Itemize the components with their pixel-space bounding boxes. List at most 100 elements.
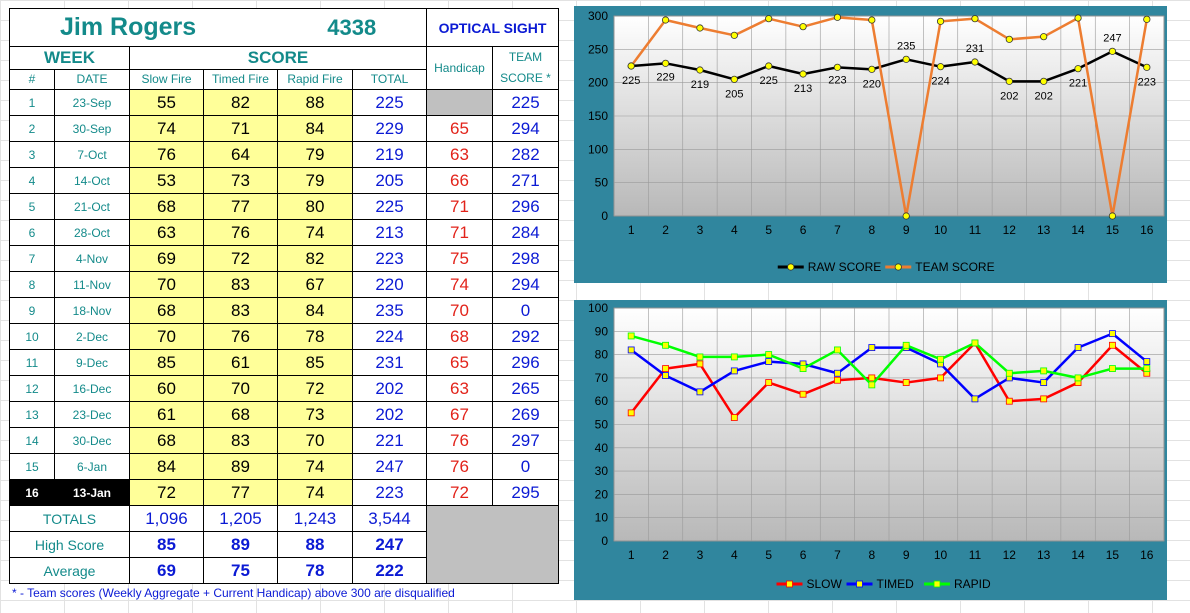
data-label: 231 xyxy=(966,43,984,55)
y-tick-label: 40 xyxy=(595,441,609,455)
rapid-fire-score: 78 xyxy=(277,323,353,350)
average-row-label: Average xyxy=(9,557,130,584)
y-tick-label: 50 xyxy=(595,418,609,432)
x-tick-label: 4 xyxy=(731,548,738,562)
x-tick-label: 1 xyxy=(628,223,635,237)
data-point xyxy=(661,59,670,67)
handicap-value xyxy=(426,89,493,116)
week-date: 4-Nov xyxy=(54,245,130,272)
x-tick-label: 12 xyxy=(1003,548,1017,562)
team-score: 284 xyxy=(492,219,559,246)
data-label: 229 xyxy=(656,71,674,83)
timed-fire-score: 71 xyxy=(203,115,278,142)
total-score: 221 xyxy=(352,427,427,454)
rapid-fire-score: 67 xyxy=(277,271,353,298)
x-tick-label: 3 xyxy=(697,223,704,237)
x-tick-label: 13 xyxy=(1037,548,1051,562)
x-tick-label: 8 xyxy=(868,223,875,237)
totals-row-slow: 1,096 xyxy=(129,505,204,532)
x-tick-label: 15 xyxy=(1106,223,1120,237)
high-score-row-timed: 89 xyxy=(203,531,278,558)
data-point xyxy=(868,65,876,73)
average-row: Average 69 75 78 222 xyxy=(9,557,559,584)
week-date: 6-Jan xyxy=(54,453,130,480)
y-tick-label: 200 xyxy=(588,76,608,90)
series-line-slow xyxy=(630,341,1148,419)
team-score: 296 xyxy=(492,349,559,376)
slow-fire-header: Slow Fire xyxy=(129,68,204,91)
handicap-value: 63 xyxy=(426,141,493,168)
x-tick-label: 7 xyxy=(834,548,841,562)
data-point xyxy=(1143,15,1151,23)
data-point xyxy=(971,395,979,403)
table-row: 2 30-Sep 74 71 84 229 65 294 xyxy=(9,115,559,142)
data-point xyxy=(696,360,704,368)
totals-row-label: TOTALS xyxy=(9,505,130,532)
data-label: 235 xyxy=(897,40,915,52)
data-label: 202 xyxy=(1035,90,1053,102)
team-score: 282 xyxy=(492,141,559,168)
y-tick-label: 100 xyxy=(588,142,608,156)
data-point xyxy=(661,16,670,24)
data-point xyxy=(1109,330,1116,338)
data-point xyxy=(1040,33,1048,41)
total-score: 229 xyxy=(352,115,427,142)
legend-label: RAPID xyxy=(954,577,991,591)
team-score: 225 xyxy=(492,89,559,116)
team-score: 265 xyxy=(492,375,559,402)
handicap-header: Handicap xyxy=(426,46,493,90)
team-score: 298 xyxy=(492,245,559,272)
week-date: 21-Oct xyxy=(54,193,130,220)
high-score-row-rapid: 88 xyxy=(277,531,353,558)
data-point xyxy=(627,409,635,417)
data-point xyxy=(799,23,807,31)
data-point xyxy=(1074,374,1082,382)
sight-type: OPTICAL SIGHT xyxy=(426,8,559,47)
week-date: 23-Dec xyxy=(54,401,130,428)
week-number: 9 xyxy=(9,297,55,324)
data-point xyxy=(868,344,876,352)
data-point xyxy=(799,365,807,372)
legend-marker xyxy=(933,580,941,588)
slow-fire-score: 68 xyxy=(129,297,204,324)
y-tick-label: 250 xyxy=(588,42,608,56)
data-point xyxy=(765,62,773,70)
data-point xyxy=(868,16,876,24)
handicap-value: 66 xyxy=(426,167,493,194)
team-score-header: TEAM SCORE * xyxy=(492,46,559,90)
average-row-rapid: 78 xyxy=(277,557,353,584)
x-tick-label: 12 xyxy=(1003,223,1017,237)
week-number: 11 xyxy=(9,349,55,376)
table-row: 13 23-Dec 61 68 73 202 67 269 xyxy=(9,401,559,428)
legend-label: TEAM SCORE xyxy=(915,260,994,274)
total-score: 202 xyxy=(352,401,427,428)
data-point xyxy=(868,374,876,382)
average-row-slow: 69 xyxy=(129,557,204,584)
timed-fire-score: 61 xyxy=(203,349,278,376)
team-score: 295 xyxy=(492,479,559,506)
table-row: 3 7-Oct 76 64 79 219 63 282 xyxy=(9,141,559,168)
data-point xyxy=(937,374,944,382)
timed-fire-score: 76 xyxy=(203,219,278,246)
timed-fire-score: 68 xyxy=(203,401,278,428)
rapid-fire-score: 74 xyxy=(277,219,353,246)
slow-fire-score: 74 xyxy=(129,115,204,142)
week-date: 7-Oct xyxy=(54,141,130,168)
totals-row-total: 3,544 xyxy=(352,505,427,532)
high-score-row: High Score 85 89 88 247 xyxy=(9,531,559,558)
week-date: 11-Nov xyxy=(54,271,130,298)
data-point xyxy=(662,365,669,372)
timed-fire-score: 76 xyxy=(203,323,278,350)
total-score: 225 xyxy=(352,193,427,220)
data-point xyxy=(765,358,773,365)
rapid-fire-score: 88 xyxy=(277,89,353,116)
totals-row-timed: 1,205 xyxy=(203,505,278,532)
week-number: 7 xyxy=(9,245,55,272)
y-tick-label: 70 xyxy=(595,371,609,385)
data-point xyxy=(1040,367,1048,375)
team-score: 294 xyxy=(492,271,559,298)
handicap-value: 71 xyxy=(426,193,493,220)
y-tick-label: 0 xyxy=(601,209,608,223)
week-date: 30-Dec xyxy=(54,427,130,454)
data-point xyxy=(627,346,635,354)
